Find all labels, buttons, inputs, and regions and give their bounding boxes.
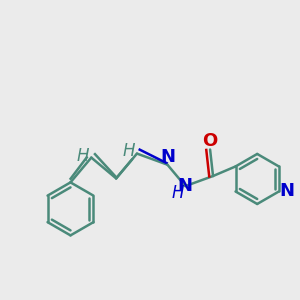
Text: N: N [178, 177, 193, 195]
Text: H: H [172, 184, 184, 202]
Text: H: H [77, 147, 89, 165]
Text: N: N [160, 148, 175, 166]
Text: H: H [122, 142, 135, 160]
Text: N: N [280, 182, 295, 200]
Text: O: O [202, 132, 218, 150]
